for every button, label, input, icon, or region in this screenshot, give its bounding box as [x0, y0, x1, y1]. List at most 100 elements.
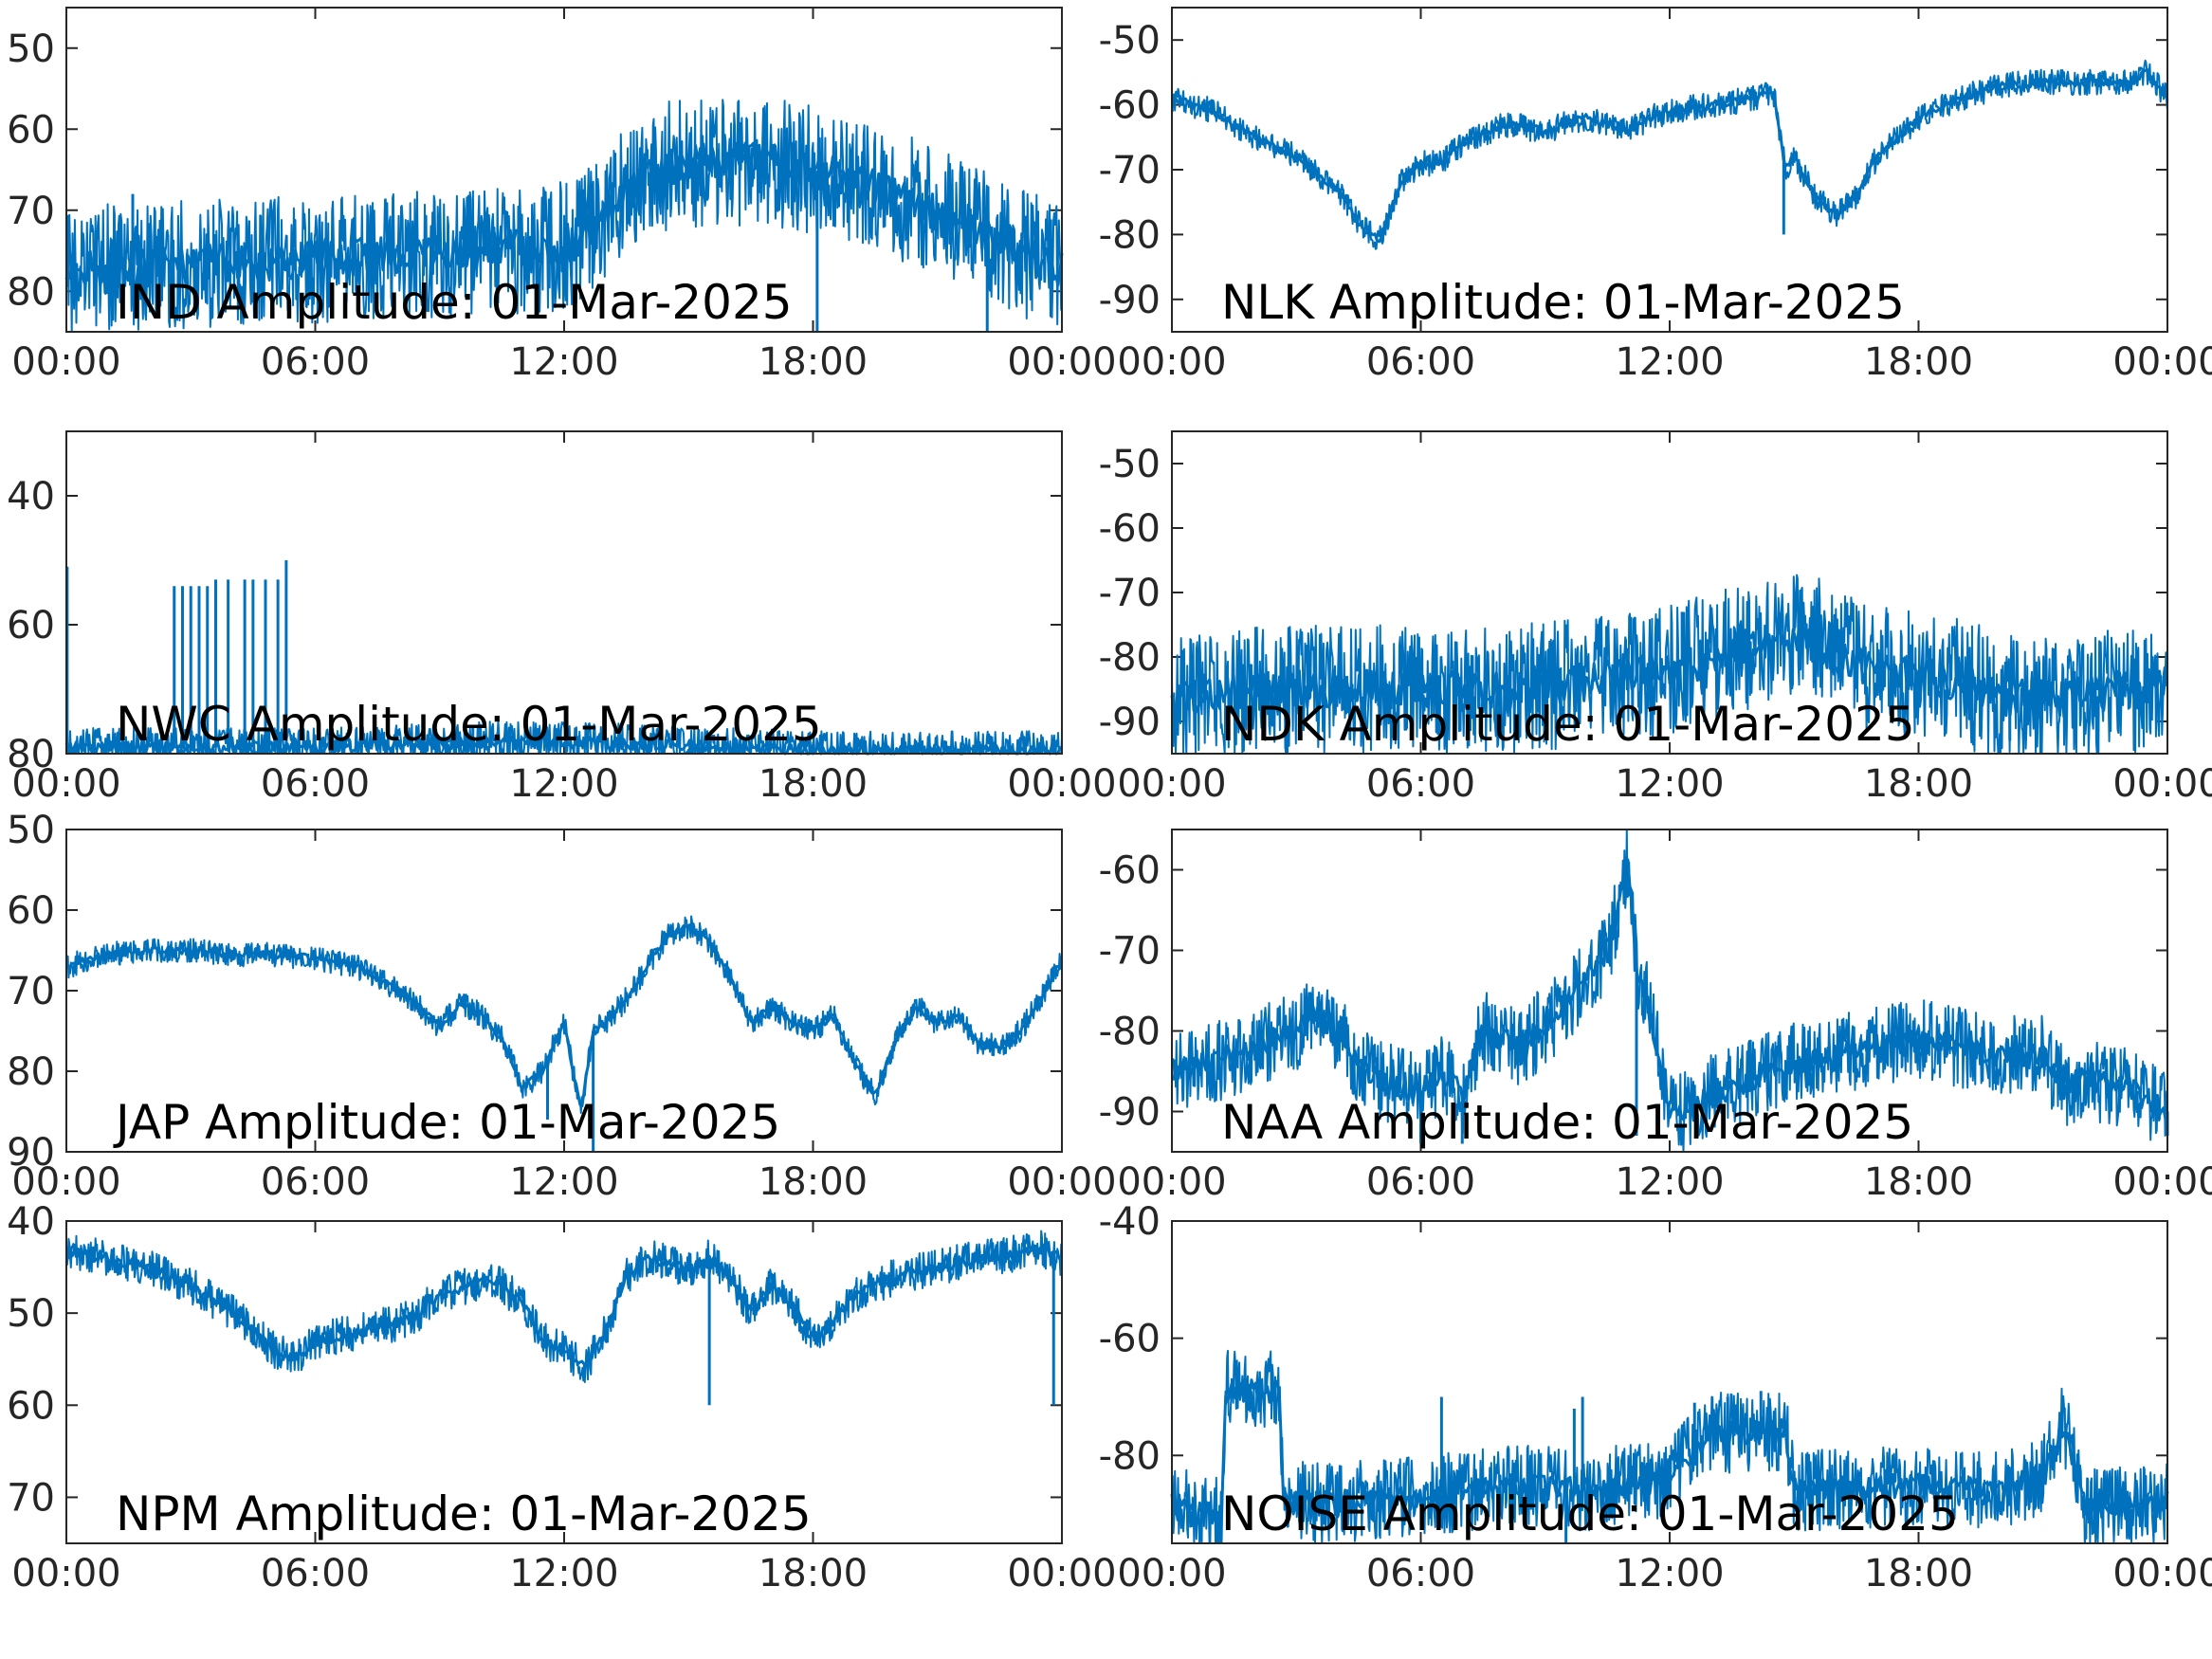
nlk-xtick-label: 00:00 [1117, 340, 1226, 384]
ndk-xtick-label: 00:00 [1117, 762, 1226, 806]
ndk-xtick-label: 00:00 [2112, 762, 2212, 806]
jap-xtick-label: 18:00 [759, 1160, 868, 1204]
ind-trace-band [65, 99, 1063, 333]
nwc-trace [64, 560, 1064, 756]
naa-trace [1170, 829, 2169, 1153]
jap-ytick-label: 80 [7, 1050, 55, 1094]
ind-spikes [131, 171, 989, 332]
ind-ytick-label: 70 [7, 190, 55, 233]
nwc-ytick-label: 80 [7, 733, 55, 776]
nlk-ytick-label: -70 [1099, 149, 1161, 192]
nlk-axes-frame [1171, 7, 2168, 333]
naa-ytick-label: -60 [1099, 849, 1161, 893]
nwc-xtick-label: 06:00 [261, 762, 370, 806]
npm-trace-line [65, 1244, 1064, 1368]
nlk-xticklabels: 00:00 06:00 12:00 18:00 00:00 [1117, 340, 2212, 384]
npm-panel-label: NPM Amplitude: 01-Mar-2025 [116, 1486, 812, 1541]
ind-xtick-label: 00:00 [11, 340, 120, 384]
nwc-axes-frame [65, 430, 1063, 755]
jap-ytick-label: 50 [7, 809, 55, 852]
npm-trace [65, 1230, 1064, 1406]
naa-ytick-label: -80 [1099, 1011, 1161, 1054]
ind-trace [64, 99, 1064, 333]
nwc-xtick-label: 12:00 [509, 762, 618, 806]
nwc-panel-label: NWC Amplitude: 01-Mar-2025 [116, 697, 822, 752]
ndk-ytick-label: -60 [1099, 507, 1161, 551]
ind-axes-frame [65, 7, 1063, 333]
ndk-ytick-label: -70 [1099, 572, 1161, 615]
nwc-xticklabels: 00:00 06:00 12:00 18:00 00:00 [11, 762, 1116, 806]
npm-spikes [707, 1253, 1055, 1406]
jap-yticklabels: 50 60 70 80 90 [7, 809, 55, 1175]
ndk-xticklabels: 00:00 06:00 12:00 18:00 00:00 [1117, 762, 2212, 806]
panel-nwc: 40 60 80 00:00 06:00 12:00 18:00 00:00 N… [7, 430, 1117, 806]
nwc-xtick-label: 18:00 [759, 762, 868, 806]
ind-yticklabels: 50 60 70 80 [7, 27, 55, 315]
npm-ytick-label: 40 [7, 1200, 55, 1244]
panel-ind: 50 60 70 80 00:00 06:00 12:00 18:00 00:0… [7, 7, 1117, 384]
ndk-axes-frame [1171, 430, 2168, 755]
jap-trace-band [65, 915, 1063, 1114]
nlk-xtick-label: 06:00 [1366, 340, 1475, 384]
noise-ytick-label: -60 [1099, 1318, 1161, 1361]
jap-xtick-label: 00:00 [11, 1160, 120, 1204]
nwc-ytick-label: 40 [7, 475, 55, 519]
naa-trace-band [1171, 829, 2168, 1153]
naa-ytick-label: -70 [1099, 930, 1161, 974]
noise-axes-frame [1171, 1220, 2168, 1544]
ndk-trace-line [1170, 616, 2169, 720]
naa-xtick-label: 00:00 [2112, 1160, 2212, 1204]
noise-xticklabels: 00:00 06:00 12:00 18:00 00:00 [1117, 1552, 2212, 1595]
ind-xticklabels: 00:00 06:00 12:00 18:00 00:00 [11, 340, 1116, 384]
panel-jap: 50 60 70 80 90 00:00 06:00 12:00 18:00 0… [7, 809, 1117, 1204]
nlk-trace-band [1171, 59, 2168, 250]
ind-trace-line [64, 141, 1064, 288]
naa-xtick-label: 18:00 [1864, 1160, 1973, 1204]
ind-panel-label: IND Amplitude: 01-Mar-2025 [116, 275, 793, 330]
noise-panel-label: NOISE Amplitude: 01-Mar-2025 [1221, 1486, 1959, 1541]
nlk-ytick-label: -60 [1099, 84, 1161, 128]
jap-ytick-label: 90 [7, 1131, 55, 1175]
jap-trace [65, 915, 1064, 1152]
noise-trace-band [1171, 1349, 2168, 1544]
ndk-ytick-label: -80 [1099, 636, 1161, 680]
panel-ndk: -50 -60 -70 -80 -90 00:00 06:00 12:00 18… [1099, 430, 2212, 806]
npm-xticklabels: 00:00 06:00 12:00 18:00 00:00 [11, 1552, 1116, 1595]
nlk-xtick-label: 00:00 [2112, 340, 2212, 384]
jap-ytick-label: 60 [7, 889, 55, 933]
naa-xtick-label: 00:00 [1117, 1160, 1226, 1204]
jap-panel-label: JAP Amplitude: 01-Mar-2025 [113, 1095, 780, 1150]
naa-yticklabels: -60 -70 -80 -90 [1099, 849, 1161, 1135]
nlk-xtick-label: 18:00 [1864, 340, 1973, 384]
ndk-trace [1170, 574, 2169, 755]
npm-ytick-label: 70 [7, 1476, 55, 1520]
naa-xtick-label: 12:00 [1615, 1160, 1724, 1204]
noise-xtick-label: 00:00 [1117, 1552, 1226, 1595]
npm-ytick-label: 50 [7, 1292, 55, 1336]
nlk-ytick-label: -90 [1099, 279, 1161, 322]
ndk-ytick-label: -90 [1099, 701, 1161, 744]
jap-xtick-label: 00:00 [1007, 1160, 1116, 1204]
jap-spikes [546, 1030, 595, 1152]
noise-xtick-label: 12:00 [1615, 1552, 1724, 1595]
jap-xticklabels: 00:00 06:00 12:00 18:00 00:00 [11, 1160, 1116, 1204]
npm-trace-band [65, 1230, 1063, 1383]
npm-xtick-label: 00:00 [1007, 1552, 1116, 1595]
npm-xtick-label: 18:00 [759, 1552, 868, 1595]
noise-xtick-label: 00:00 [2112, 1552, 2212, 1595]
naa-xtick-label: 06:00 [1366, 1160, 1475, 1204]
nlk-yticklabels: -50 -60 -70 -80 -90 [1099, 19, 1161, 322]
ind-xtick-label: 06:00 [261, 340, 370, 384]
ind-xtick-label: 00:00 [1007, 340, 1116, 384]
npm-axes-frame [65, 1220, 1063, 1544]
nwc-ytick-label: 60 [7, 604, 55, 647]
panel-naa: -60 -70 -80 -90 00:00 06:00 12:00 18:00 … [1099, 829, 2212, 1204]
jap-ytick-label: 70 [7, 970, 55, 1013]
ind-ytick-label: 50 [7, 27, 55, 71]
nwc-xtick-label: 00:00 [11, 762, 120, 806]
jap-axes-frame [65, 829, 1063, 1153]
noise-trace [1170, 1349, 2169, 1544]
naa-panel-label: NAA Amplitude: 01-Mar-2025 [1221, 1095, 1913, 1150]
nlk-ytick-label: -80 [1099, 213, 1161, 257]
